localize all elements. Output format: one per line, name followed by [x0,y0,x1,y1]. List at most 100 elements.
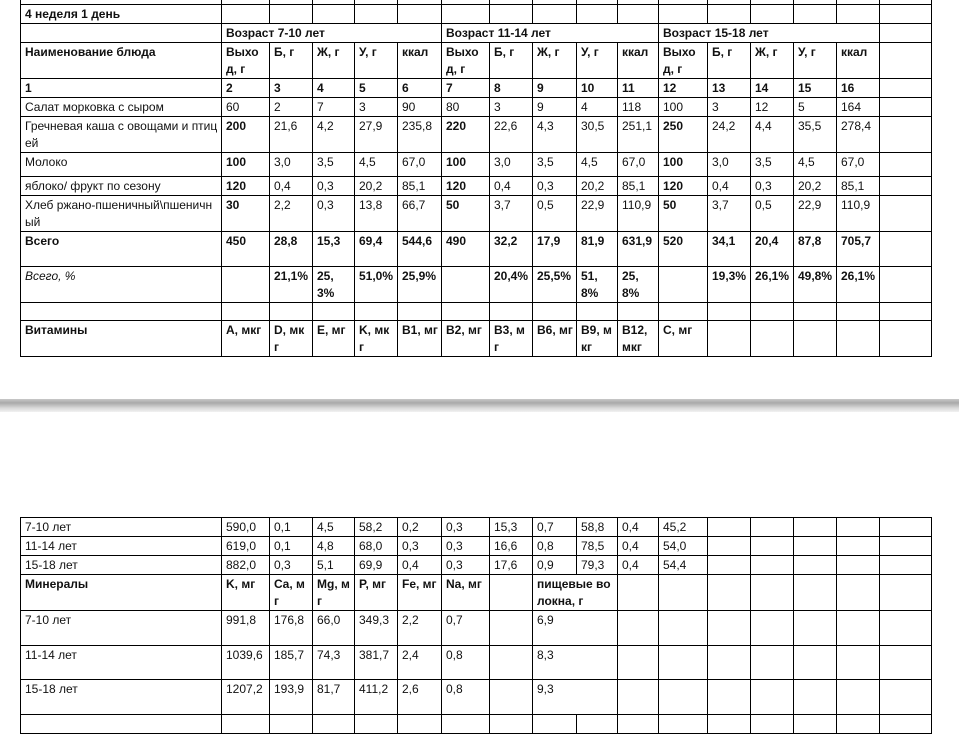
dish-value: 3,7 [707,195,751,232]
vitamin-value: 4,8 [312,536,355,556]
table-cell [707,302,751,321]
mineral-value: 2,6 [397,679,442,715]
mineral-value [879,574,932,611]
table-cell [20,302,222,321]
column-header: Выход, г [658,42,708,79]
dish-value: 3,5 [312,152,355,177]
column-header: ккал [836,42,880,79]
vitamin-value [793,517,837,537]
mineral-value: 9,3 [532,679,618,715]
mineral-row: 15-18 лет 1207,2 193,9 81,7 411,2 2,6 0,8 9,3 [20,679,932,715]
total-percent-value: 19,3% [707,266,751,303]
dish-value: 0,4 [489,176,533,196]
dish-value: 4,3 [532,116,577,153]
dish-value: 66,7 [397,195,442,232]
dish-value: 3,7 [489,195,533,232]
table-cell [879,4,932,24]
mineral-value [658,645,708,680]
total-percent-value: 51,8% [576,266,618,303]
dish-value: 251,1 [617,116,659,153]
total-row: Всего 450 28,8 15,3 69,4 544,6 490 32,2 17,9 81,9… [20,231,932,267]
column-number: 12 [658,78,708,98]
mineral-value [658,574,708,611]
column-number: 16 [836,78,880,98]
dish-value: 4 [576,97,618,117]
vitamin-value [836,536,880,556]
vitamin-value [879,517,932,537]
vitamin-value: 78,5 [576,536,618,556]
mineral-value: Ca, мг [269,574,313,611]
vitamin-header [707,320,751,357]
vitamin-value: 5,1 [312,555,355,575]
column-number: 1 [20,78,222,98]
table-cell [221,4,270,24]
table-cell [617,714,659,734]
mineral-value: Na, мг [441,574,490,611]
table-cell [576,302,618,321]
mineral-value [617,679,659,715]
vitamin-value: 58,8 [576,517,618,537]
vitamin-header [836,320,880,357]
minerals-header: Минералы K, мг Ca, мг Mg, мг P, мг Fe, мг Na, … [20,574,932,611]
age-label: 7-10 лет [20,517,222,537]
dish-value [879,176,932,196]
age-group-header: Возраст 11-14 лет [441,23,659,43]
table-cell [576,714,618,734]
vitamin-value: 0,3 [269,555,313,575]
column-number: 5 [354,78,398,98]
column-number: 8 [489,78,533,98]
dish-value: 27,9 [354,116,398,153]
table-cell [20,714,222,734]
table-cell [397,302,442,321]
total-value: 15,3 [312,231,355,267]
mineral-value [836,574,880,611]
dish-value: 250 [658,116,708,153]
mineral-value: 0,8 [441,645,490,680]
dish-value: 100 [441,152,490,177]
total-value: 32,2 [489,231,533,267]
dish-value: 3,0 [269,152,313,177]
dish-value: 0,5 [750,195,794,232]
table-cell [707,4,751,24]
vitamins-label: Витамины [20,320,222,357]
table-cell [617,4,659,24]
column-number: 7 [441,78,490,98]
total-percent-value: 21,1% [269,266,313,303]
vitamin-value: 54,4 [658,555,708,575]
vitamin-value [879,536,932,556]
table-cell [489,4,533,24]
vitamin-value [836,517,880,537]
mineral-value: 2,4 [397,645,442,680]
mineral-value [489,645,533,680]
mineral-value [489,610,533,646]
dish-row: яблоко/ фрукт по сезону 120 0,4 0,3 20,2 85,1… [20,176,932,196]
table-cell [221,714,270,734]
dish-value: 4,5 [793,152,837,177]
mineral-value [793,645,837,680]
total-value: 520 [658,231,708,267]
dish-row: Хлеб ржано-пшеничный\пшеничный 30 2,2 0,3 13… [20,195,932,232]
vitamin-value: 0,3 [397,536,442,556]
column-header: Выход, г [221,42,270,79]
dish-value: 2,2 [269,195,313,232]
mineral-value [879,679,932,715]
dish-row: Салат морковка с сыром 60 2 7 3 90 80 3 9 4 118 100… [20,97,932,117]
vitamin-value: 58,2 [354,517,398,537]
vitamin-value: 0,7 [532,517,577,537]
dish-value: 120 [221,176,270,196]
dish-value: 164 [836,97,880,117]
dish-value: 85,1 [836,176,880,196]
dish-value: 3 [354,97,398,117]
dish-value [879,152,932,177]
dish-value: 60 [221,97,270,117]
mineral-value [617,610,659,646]
vitamin-value: 0,4 [617,536,659,556]
dish-value: 200 [221,116,270,153]
table-cell [269,714,313,734]
dish-value: 21,6 [269,116,313,153]
vitamin-value: 619,0 [221,536,270,556]
mineral-value [836,610,880,646]
dish-value: 278,4 [836,116,880,153]
vitamin-value [707,536,751,556]
column-header: Ж, г [532,42,577,79]
